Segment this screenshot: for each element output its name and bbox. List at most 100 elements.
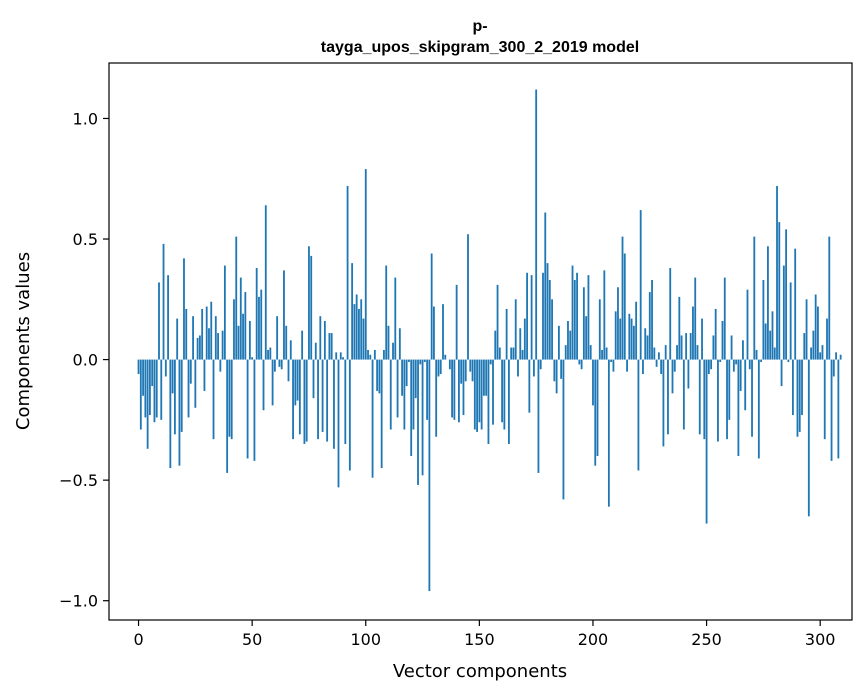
bar-component-212 [619,318,622,360]
bar-component-201 [594,359,597,466]
bar-component-266 [742,340,744,360]
bar-component-233 [667,359,669,435]
bar-component-300 [819,352,822,360]
bar-component-83 [326,359,329,442]
chart-title-line-2: tayga_upos_skipgram_300_2_2019 model [321,39,639,56]
bar-component-275 [762,280,765,360]
bar-component-253 [712,335,715,360]
bar-component-292 [801,359,803,416]
bar-component-109 [385,265,388,360]
bar-component-158 [496,284,499,360]
bar-component-170 [523,318,526,360]
bar-component-206 [605,347,608,360]
bar-component-309 [839,354,842,360]
bar-component-209 [612,359,615,372]
bar-component-244 [692,306,694,360]
bar-component-207 [607,359,610,507]
bar-component-50 [251,357,254,360]
bar-component-281 [776,185,778,360]
bar-component-75 [308,246,310,360]
bar-component-99 [362,318,365,360]
bar-component-150 [478,359,481,423]
bar-component-52 [255,267,258,360]
bar-component-196 [582,287,585,360]
bar-component-71 [298,359,301,435]
bar-component-160 [501,359,503,423]
bar-component-162 [505,308,508,360]
bar-component-96 [355,294,358,360]
x-tick-label: 100 [350,630,381,649]
bar-component-40 [228,359,231,437]
bar-component-217 [630,318,633,360]
bar-component-223 [644,328,647,360]
bar-component-105 [376,359,379,391]
bar-component-289 [794,248,797,360]
bar-component-177 [539,359,542,370]
bar-component-108 [383,349,385,360]
x-tick-label: 200 [578,630,609,649]
bar-component-54 [260,289,263,360]
bar-component-43 [235,236,238,360]
bar-component-302 [823,359,826,440]
bar-component-9 [158,282,160,360]
bar-component-173 [530,275,533,360]
bar-component-4 [146,359,149,449]
bar-component-30 [205,306,208,360]
bar-component-64 [283,270,285,360]
bar-component-101 [367,349,369,360]
bar-component-128 [428,359,431,592]
y-axis-ticks: −1.0 −0.5 0.0 0.5 1.0 [59,109,109,611]
bar-component-237 [676,345,678,360]
bar-component-304 [828,236,831,360]
bar-component-74 [305,359,308,442]
bar-component-88 [337,359,340,488]
bar-component-106 [378,359,381,394]
x-tick-label: 150 [464,630,495,649]
bar-component-85 [330,333,333,360]
bar-component-283 [780,359,783,387]
bar-component-77 [312,359,315,399]
bar-component-113 [394,277,397,360]
bar-component-267 [744,359,747,411]
bar-component-195 [580,359,583,370]
bar-component-117 [403,359,406,430]
bar-component-290 [796,359,799,437]
bar-component-291 [798,359,801,432]
bar-component-68 [292,359,294,440]
bar-component-220 [637,359,640,471]
bar-component-32 [210,301,213,360]
chart-title-line-1: p- [472,18,487,35]
bar-component-215 [626,359,628,372]
bar-component-138 [451,359,454,418]
bar-component-0 [137,359,140,375]
bar-component-47 [244,292,247,360]
bar-component-286 [787,359,790,362]
bar-component-228 [655,359,658,367]
x-tick-label: 300 [805,630,836,649]
bar-component-125 [421,359,424,476]
bar-component-238 [678,296,681,360]
bar-component-55 [262,359,265,411]
bar-component-153 [485,359,488,396]
bar-component-288 [792,359,794,416]
bar-component-110 [387,325,390,360]
bar-component-203 [598,299,601,360]
bar-component-66 [287,359,290,382]
bar-component-137 [448,359,451,370]
bar-component-234 [669,267,672,360]
bar-component-134 [442,304,444,360]
bar-component-151 [480,359,483,430]
bar-component-129 [430,253,433,360]
bar-component-264 [737,359,740,457]
bar-component-272 [755,349,758,360]
x-axis-ticks: 0 50 100 150 200 250 300 [133,620,835,649]
bar-component-251 [707,359,710,375]
bar-component-230 [660,359,663,375]
bar-component-280 [773,347,776,360]
bar-component-293 [803,333,806,360]
bar-component-276 [764,323,767,360]
bar-component-103 [371,359,374,478]
bar-component-297 [812,330,815,360]
bar-component-277 [767,246,769,360]
bar-component-130 [433,306,435,360]
